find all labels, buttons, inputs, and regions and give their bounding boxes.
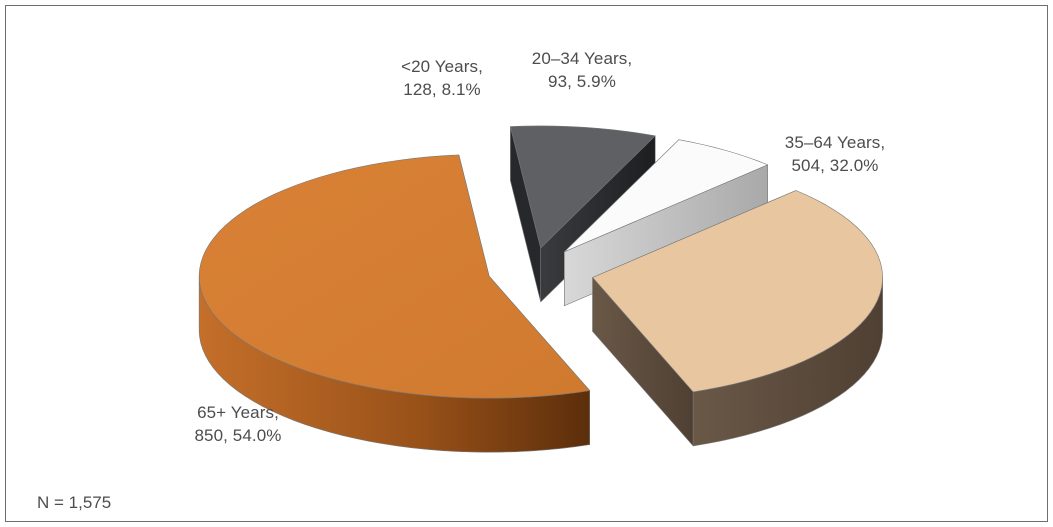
slice-top-2 (592, 190, 883, 393)
data-label-1: 20–34 Years, 93, 5.9% (532, 49, 632, 91)
slice-value-label: 128, 8.1% (403, 80, 480, 99)
pie-slice-3 (198, 154, 590, 453)
slice-category-label: 20–34 Years, (532, 49, 632, 68)
slice-top-3 (198, 154, 590, 399)
slice-category-label: <20 Years, (401, 57, 483, 76)
slice-value-label: 93, 5.9% (548, 72, 616, 91)
pie-slice-2 (592, 190, 883, 447)
slice-category-label: 35–64 Years, (785, 133, 885, 152)
data-label-3: 65+ Years, 850, 54.0% (194, 403, 281, 445)
total-n-note: N = 1,575 (37, 493, 111, 512)
slice-top-0 (510, 125, 656, 249)
slice-value-label: 850, 54.0% (194, 426, 281, 445)
data-label-2: 35–64 Years, 504, 32.0% (785, 133, 885, 175)
slice-category-label: 65+ Years, (197, 403, 279, 422)
slice-value-label: 504, 32.0% (791, 156, 878, 175)
data-label-0: <20 Years, 128, 8.1% (401, 57, 483, 99)
slice-top-1 (564, 139, 768, 253)
